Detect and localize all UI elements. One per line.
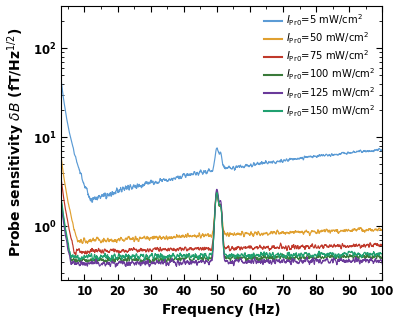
Y-axis label: Probe sensitivity $\delta \mathit{B}$ (fT/Hz$^{1/2}$): Probe sensitivity $\delta \mathit{B}$ (f…	[6, 28, 27, 257]
X-axis label: Frequency (Hz): Frequency (Hz)	[162, 303, 281, 318]
Legend: $\mathit{I}_{\mathrm{Pr0}}$=5 mW/cm$^2$, $\mathit{I}_{\mathrm{Pr0}}$=50 mW/cm$^2: $\mathit{I}_{\mathrm{Pr0}}$=5 mW/cm$^2$,…	[262, 11, 377, 121]
